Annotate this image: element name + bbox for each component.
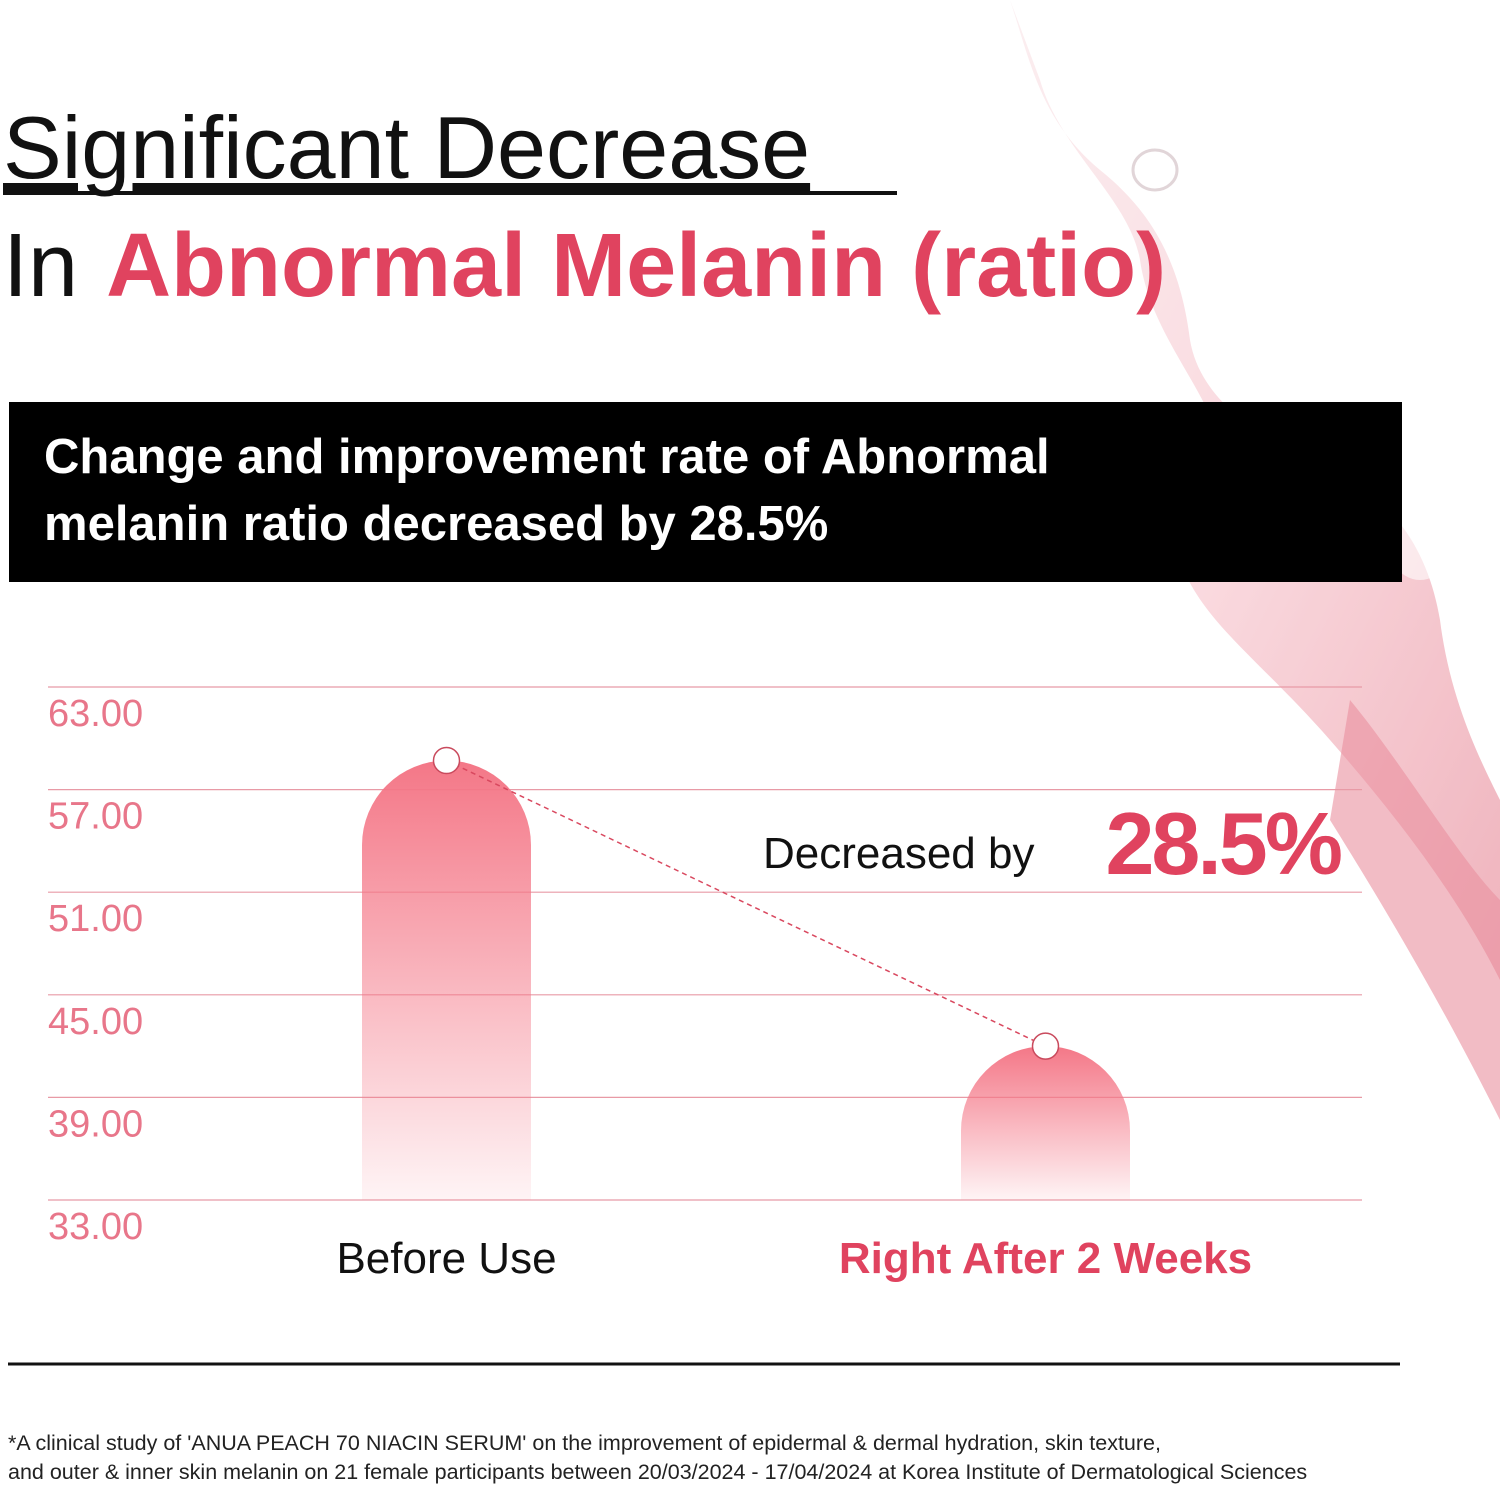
value-dot [432,746,461,775]
trend-connector [446,759,1046,1047]
y-tick-label: 39.00 [48,1103,143,1145]
subtitle-prefix: In [3,216,78,316]
annotation-text: Decreased by [763,829,1034,878]
box-text: melanin ratio decreased by 28.5% [44,497,828,551]
x-tick-label: Right After 2 Weeks [839,1234,1252,1283]
footnote: and outer & inner skin melanin on 21 fem… [8,1460,1307,1484]
headline-box [9,402,1402,582]
annotation-highlight: 28.5% [1105,794,1340,893]
plot: 33.00 39.00 45.00 51.00 57.00 63.00 Before Use… [48,686,1362,1283]
y-tick-label: 63.00 [48,693,143,735]
title: Significant Decrease [3,98,810,197]
subtitle-highlight: Abnormal Melanin (ratio) [106,216,1166,316]
box-text: Change and improvement rate of Abnormal [44,430,1050,484]
y-tick-label: 51.00 [48,898,143,940]
y-tick-label: 33.00 [48,1206,143,1248]
y-tick-label: 45.00 [48,1001,143,1043]
value-dot [1031,1032,1060,1060]
subtitle: In Abnormal Melanin (ratio) [3,216,1166,316]
bar [961,1046,1130,1200]
x-tick-label: Before Use [336,1234,556,1283]
y-tick-label: 57.00 [48,796,143,838]
footnote: *A clinical study of 'ANUA PEACH 70 NIAC… [8,1431,1161,1455]
bar [362,760,531,1200]
